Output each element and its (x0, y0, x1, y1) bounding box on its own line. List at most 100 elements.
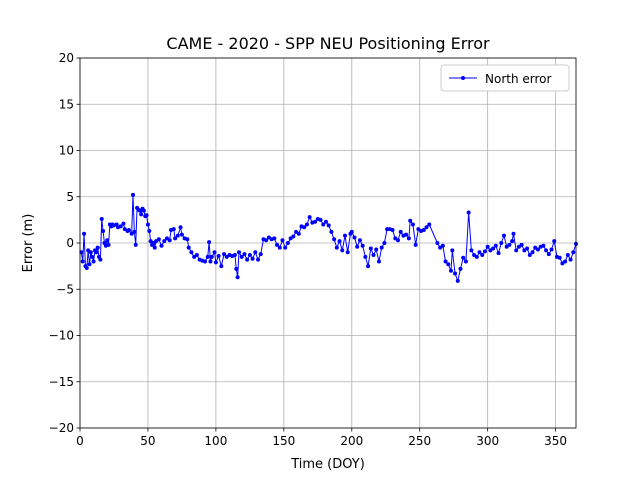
data-point (296, 231, 301, 236)
data-point (245, 257, 250, 262)
axes-frame (79, 57, 577, 429)
data-point (253, 250, 258, 255)
data-point (421, 228, 426, 233)
data-point (376, 259, 381, 264)
data-point (458, 266, 463, 271)
data-point (130, 192, 135, 197)
data-point (88, 250, 93, 255)
data-point (118, 224, 123, 229)
data-point (205, 254, 210, 259)
data-point (410, 222, 415, 227)
data-point (563, 259, 568, 264)
data-point (469, 248, 474, 253)
data-point (162, 239, 167, 244)
data-point (326, 223, 331, 228)
data-point (371, 253, 376, 258)
data-point (390, 228, 395, 233)
data-point (565, 253, 570, 258)
data-point (280, 238, 285, 243)
data-point (535, 247, 540, 252)
data-point (337, 239, 342, 244)
data-point (145, 222, 150, 227)
data-point (178, 225, 183, 230)
data-point (208, 259, 213, 264)
data-point (318, 217, 323, 222)
data-point (368, 246, 373, 251)
data-point (258, 252, 263, 257)
data-point (334, 245, 339, 250)
data-point (291, 234, 296, 239)
data-point (435, 241, 440, 245)
data-point (408, 218, 413, 223)
y-tick-label: 5 (66, 190, 74, 204)
y-tick-label: 20 (59, 51, 74, 65)
data-point (219, 264, 224, 269)
data-point (186, 245, 191, 250)
data-point (477, 250, 482, 255)
data-point (84, 265, 89, 270)
data-point (332, 237, 337, 242)
data-point (510, 239, 515, 244)
data-point (549, 247, 554, 252)
data-point (156, 237, 161, 242)
data-point (345, 250, 350, 255)
data-point (352, 235, 357, 240)
data-point (99, 216, 104, 221)
data-point (144, 213, 149, 218)
data-point (507, 242, 512, 247)
data-point (185, 237, 190, 242)
data-point (141, 208, 146, 213)
data-point (285, 241, 290, 245)
data-point (105, 238, 110, 243)
data-point (121, 221, 126, 226)
legend-marker (461, 76, 465, 80)
data-point (329, 229, 334, 234)
data-point (448, 268, 453, 273)
data-point (482, 249, 487, 254)
data-point (133, 242, 138, 247)
data-point (194, 253, 199, 258)
data-point (321, 222, 326, 227)
data-point (450, 248, 455, 253)
data-point (173, 236, 178, 241)
data-point (485, 244, 490, 249)
data-point (94, 250, 99, 255)
data-point (264, 238, 269, 243)
data-point (101, 228, 106, 233)
data-point (304, 222, 309, 227)
data-point (212, 250, 217, 255)
data-point (466, 210, 471, 215)
data-point (175, 233, 180, 238)
data-point (357, 238, 362, 243)
data-point (440, 243, 445, 248)
data-point (234, 266, 239, 271)
data-point (216, 253, 221, 258)
data-point (404, 232, 409, 237)
data-point (95, 245, 100, 250)
data-point (496, 251, 501, 256)
data-point (443, 259, 448, 264)
data-point (374, 247, 379, 252)
data-point (307, 215, 312, 220)
data-point (382, 241, 387, 245)
y-tick-label: −10 (49, 329, 74, 343)
x-tick-label: 200 (340, 434, 363, 448)
data-point (463, 259, 468, 264)
data-point (232, 253, 237, 258)
data-point (363, 254, 368, 259)
data-point (189, 250, 194, 255)
data-point (571, 250, 576, 255)
data-point (530, 250, 535, 255)
y-axis-label: Error (m) (21, 214, 36, 273)
x-tick-label: 100 (204, 434, 227, 448)
data-point (499, 241, 504, 245)
data-point (323, 219, 328, 224)
data-point (413, 242, 418, 247)
x-axis-label: Time (DOY) (290, 457, 365, 472)
data-point (360, 243, 365, 248)
y-tick-label: −15 (49, 375, 74, 389)
data-point (126, 228, 131, 233)
x-tick-label: 150 (272, 434, 295, 448)
x-tick-label: 250 (408, 434, 431, 448)
data-point (455, 278, 460, 283)
